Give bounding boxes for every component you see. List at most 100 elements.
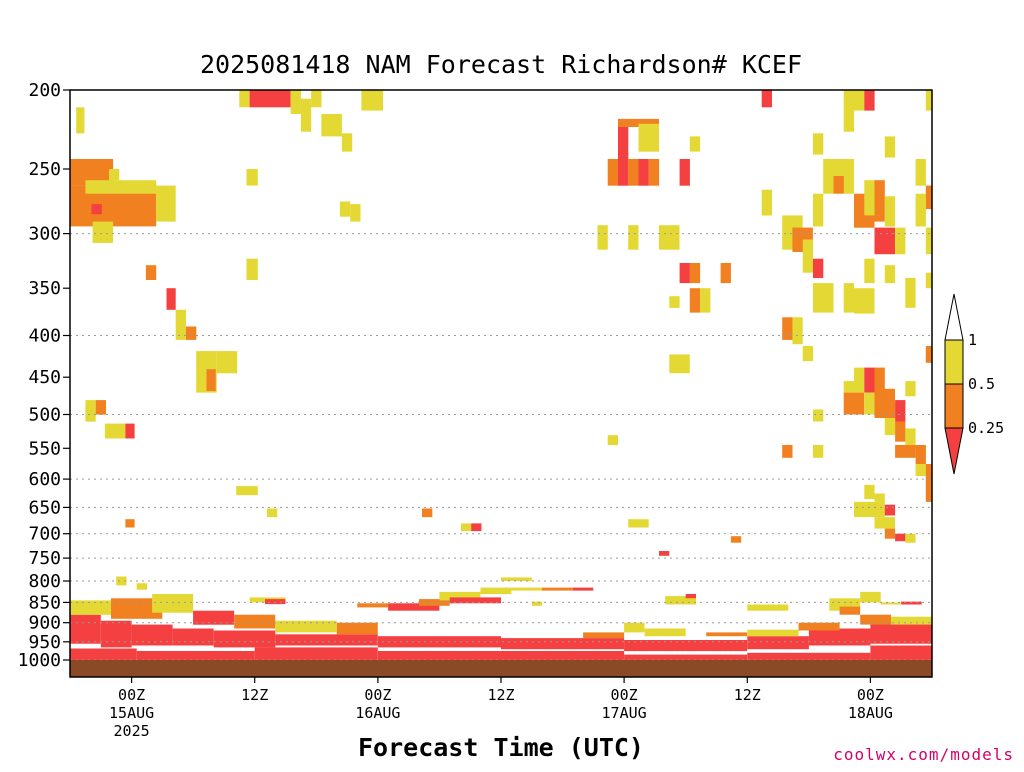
heatmap-cell: [874, 501, 885, 518]
heatmap-cell: [720, 263, 731, 284]
heatmap-cell: [813, 193, 824, 227]
heatmap-cell: [357, 603, 389, 608]
x-axis-label: Forecast Time (UTC): [358, 733, 644, 762]
y-tick-label: 450: [28, 367, 61, 388]
heatmap-cell: [925, 185, 932, 210]
heatmap-cell: [85, 400, 96, 422]
heatmap-cell: [70, 600, 111, 615]
heatmap-cell: [891, 616, 932, 625]
colorbar-segment: [944, 427, 964, 475]
colorbar-label: 1: [968, 331, 977, 349]
heatmap-cell: [925, 272, 932, 289]
colorbar-segment: [944, 383, 964, 429]
heatmap-cell: [193, 610, 235, 625]
heatmap-cell: [874, 180, 885, 222]
heatmap-cell: [689, 263, 701, 284]
heatmap-cell: [501, 577, 532, 581]
heatmap-cell: [321, 114, 342, 137]
heatmap-cell: [854, 288, 875, 314]
heatmap-cell: [618, 159, 629, 186]
heatmap-cell: [377, 651, 501, 662]
heatmap-cell: [925, 227, 932, 255]
heatmap-cell: [361, 90, 383, 111]
heatmap-cell: [925, 346, 932, 363]
heatmap-cell: [860, 614, 891, 625]
heatmap-cell: [136, 651, 255, 662]
heatmap-cell: [388, 603, 440, 611]
heatmap-cell: [341, 133, 353, 152]
colorbar: 1 0.5 0.25: [944, 293, 1004, 475]
y-tick-label: 350: [28, 278, 61, 299]
heatmap-cell: [895, 421, 906, 442]
x-tick-label: 12Z: [734, 686, 761, 704]
heatmap-cell: [925, 464, 932, 502]
x-tick-label: 00Z: [611, 686, 638, 704]
heatmap-cell: [843, 90, 854, 132]
heatmap-cell: [895, 445, 916, 458]
heatmap-cell: [275, 620, 337, 633]
heatmap-cell: [638, 123, 659, 152]
heatmap-cell: [813, 445, 824, 458]
ground-fill: [70, 660, 932, 677]
heatmap-cell: [854, 367, 865, 393]
heatmap-cell: [808, 628, 871, 646]
heatmap-cell: [905, 533, 916, 543]
heatmap-cell: [422, 508, 433, 518]
heatmap-cell: [186, 326, 197, 340]
heatmap-cell: [531, 601, 543, 606]
heatmap-cell: [905, 381, 916, 397]
heatmap-cell: [125, 519, 135, 528]
heatmap-cell: [864, 180, 875, 216]
heatmap-cell: [689, 288, 701, 313]
heatmap-cell: [339, 201, 351, 217]
heatmap-cell: [70, 614, 101, 644]
heatmap-cell: [870, 645, 932, 662]
heatmap-cell: [111, 598, 163, 619]
heatmap-cell: [813, 133, 824, 155]
heatmap-cell: [874, 517, 895, 529]
heatmap-cell: [501, 651, 625, 662]
heatmap-cell: [884, 528, 896, 539]
x-tick-label: 12Z: [487, 686, 514, 704]
heatmap-cell: [156, 185, 176, 222]
heatmap-cell: [915, 159, 926, 186]
heatmap-cell: [246, 258, 258, 280]
heatmap-cell: [439, 591, 481, 601]
heatmap-cell: [100, 620, 132, 648]
heatmap-cell: [665, 596, 696, 605]
heatmap-cell: [572, 587, 594, 591]
heatmap-cell: [175, 309, 186, 340]
heatmap-cell: [860, 591, 881, 603]
heatmap-cell: [628, 519, 649, 528]
heatmap-cell: [246, 169, 258, 186]
heatmap-cell: [131, 624, 173, 646]
heatmap-cell: [925, 90, 932, 111]
x-tick-label: 00Z: [364, 686, 391, 704]
heatmap-cell: [905, 277, 916, 308]
heatmap-cell: [336, 622, 378, 635]
colorbar-segment: [944, 339, 964, 385]
heatmap-cell: [915, 464, 926, 477]
colorbar-label: 0.5: [968, 375, 995, 393]
heatmap-cell: [659, 225, 680, 250]
heatmap-cell: [792, 317, 803, 345]
heatmap-cell: [802, 239, 813, 273]
heatmap-cell: [249, 90, 291, 108]
heatmap-cells: [70, 90, 932, 662]
heatmap-cell: [265, 599, 286, 605]
heatmap-cell: [864, 258, 875, 284]
heatmap-cell: [92, 221, 114, 243]
y-tick-label: 800: [28, 571, 61, 592]
heatmap-cell: [624, 622, 645, 633]
y-tick-label: 700: [28, 524, 61, 545]
heatmap-cell: [895, 533, 906, 542]
heatmap-cell: [669, 354, 690, 374]
x-tick-label: 16AUG: [355, 704, 400, 722]
y-tick-label: 550: [28, 438, 61, 459]
heatmap-cell: [901, 601, 922, 605]
heatmap-cell: [843, 392, 865, 415]
heatmap-cell: [618, 123, 629, 159]
x-tick-label: 2025: [114, 722, 150, 740]
